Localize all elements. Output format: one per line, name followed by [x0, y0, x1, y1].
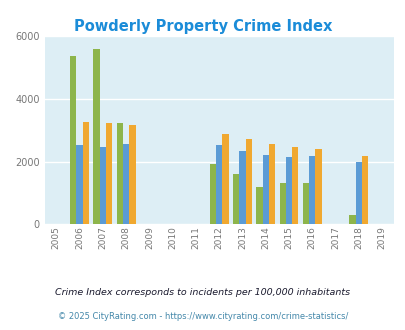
- Bar: [70, 56, 76, 224]
- Bar: [262, 155, 268, 224]
- Bar: [116, 122, 123, 224]
- Bar: [292, 147, 298, 224]
- Bar: [239, 151, 245, 224]
- Bar: [285, 157, 292, 224]
- Bar: [315, 149, 321, 224]
- Bar: [123, 144, 129, 224]
- Text: Crime Index corresponds to incidents per 100,000 inhabitants: Crime Index corresponds to incidents per…: [55, 287, 350, 297]
- Text: Powderly Property Crime Index: Powderly Property Crime Index: [74, 19, 331, 34]
- Bar: [256, 187, 262, 224]
- Bar: [129, 125, 135, 224]
- Bar: [209, 164, 215, 224]
- Bar: [302, 183, 309, 224]
- Bar: [309, 156, 315, 224]
- Bar: [100, 147, 106, 224]
- Bar: [222, 134, 228, 224]
- Bar: [232, 174, 239, 224]
- Bar: [268, 144, 275, 224]
- Bar: [245, 139, 252, 224]
- Bar: [76, 146, 83, 224]
- Bar: [93, 49, 100, 224]
- Bar: [349, 215, 355, 224]
- Text: © 2025 CityRating.com - https://www.cityrating.com/crime-statistics/: © 2025 CityRating.com - https://www.city…: [58, 312, 347, 321]
- Bar: [355, 162, 361, 224]
- Bar: [83, 121, 89, 224]
- Bar: [279, 183, 285, 224]
- Bar: [215, 145, 222, 224]
- Bar: [106, 123, 112, 224]
- Bar: [361, 156, 367, 224]
